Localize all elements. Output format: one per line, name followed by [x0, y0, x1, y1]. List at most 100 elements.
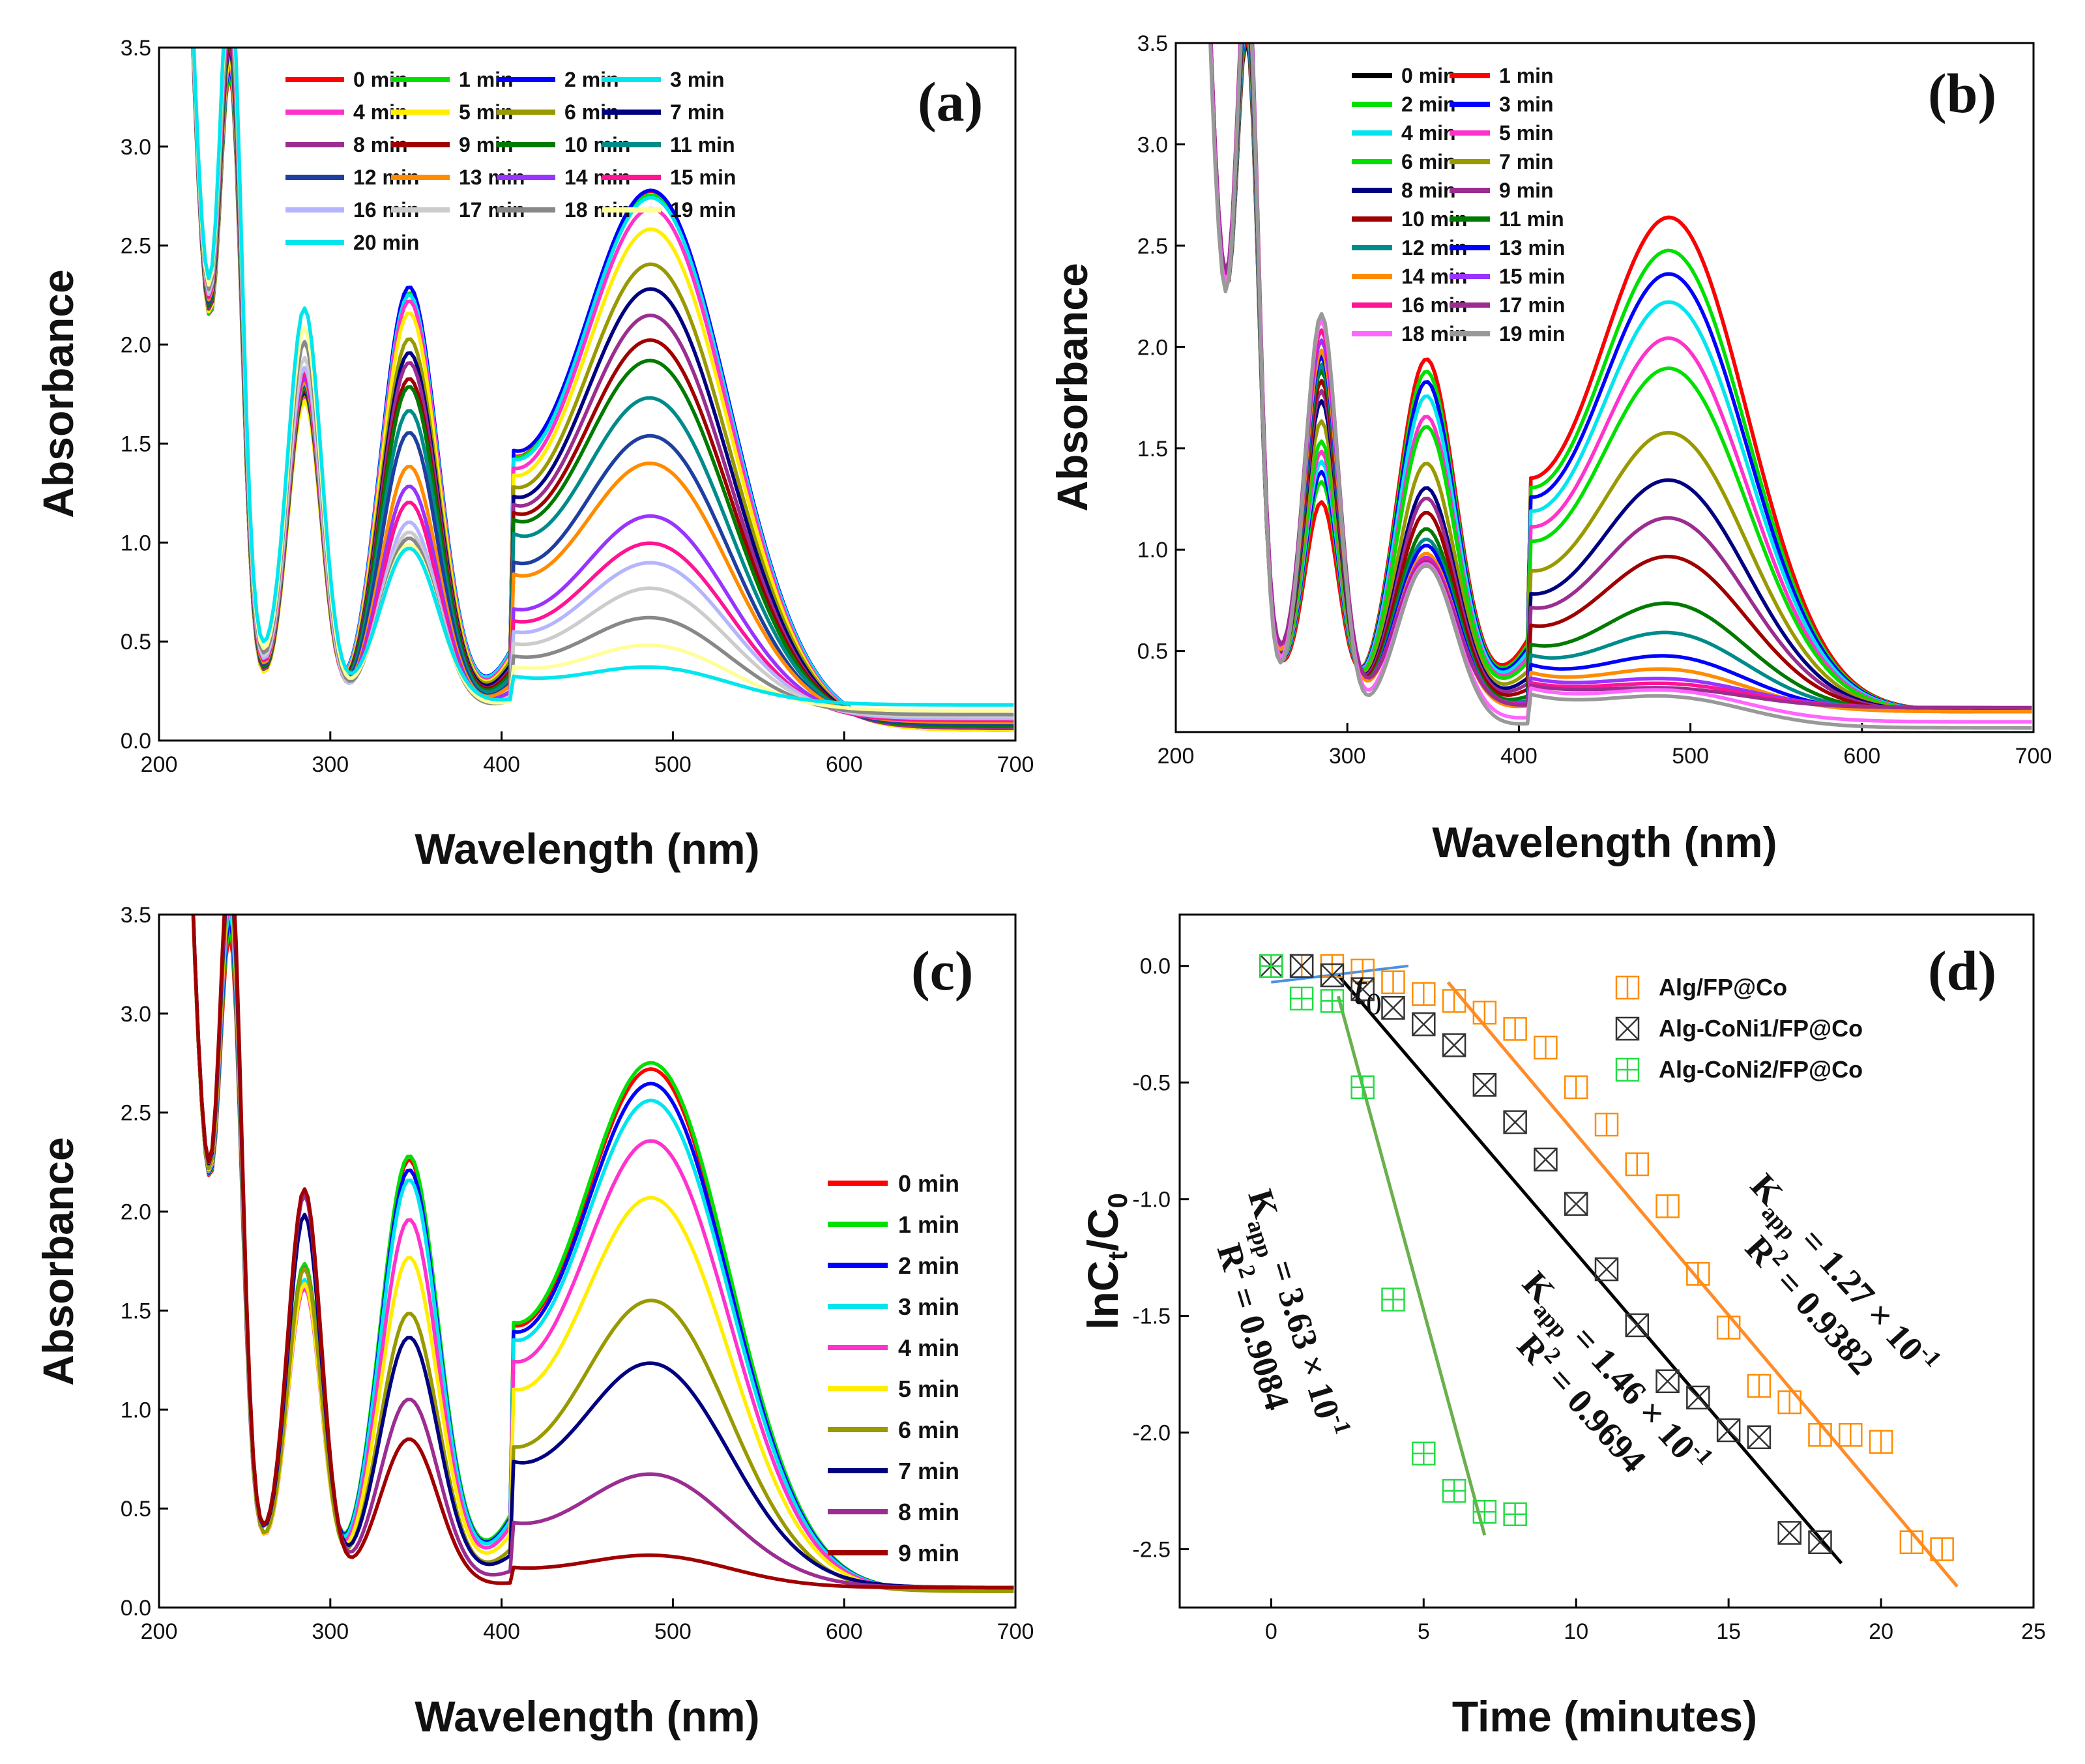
y-tick-label: -2.5	[1132, 1538, 1171, 1563]
data-point	[1289, 986, 1314, 1011]
data-point	[1594, 1112, 1619, 1137]
x-tick-label: 700	[997, 752, 1034, 777]
panel-c-legend: 0 min 1 min 2 min 3 min 4 min 5 min 6 min 7 min…	[828, 1170, 959, 1566]
legend-label: 5 min	[898, 1375, 959, 1402]
data-point	[1442, 1033, 1466, 1057]
x-tick-label: 20	[1869, 1619, 1893, 1644]
y-tick-label: 0.0	[121, 1596, 151, 1621]
legend-label: 3 min	[670, 68, 725, 91]
data-point	[1412, 1012, 1436, 1036]
panel-c-label: (c)	[911, 939, 973, 1002]
legend-label: 3 min	[898, 1293, 959, 1320]
data-point	[1747, 1425, 1772, 1449]
panel-a-curves	[191, 48, 1014, 732]
y-tick-label: 2.5	[121, 1101, 151, 1126]
y-tick-label: 2.0	[121, 333, 151, 358]
data-point	[1716, 1316, 1741, 1340]
panel-b-curves	[1208, 43, 2032, 730]
y-tick-label: 0.0	[121, 729, 151, 754]
data-point	[1503, 1502, 1527, 1527]
x-tick-label: 200	[141, 1619, 178, 1644]
panel-d-points	[1259, 954, 1954, 1561]
data-point	[1350, 1075, 1375, 1100]
legend-label: 4 min	[1401, 121, 1456, 145]
series-line-18-min	[192, 48, 1014, 717]
panel-a: 200 300 400 500 600 700 0.0 0.5 1.0 1.5 2.0 2.5 3.0 3…	[34, 36, 1034, 873]
data-point	[1289, 954, 1314, 978]
legend-label: 7 min	[898, 1458, 959, 1484]
y-tick-label: -0.5	[1132, 1071, 1171, 1096]
y-tick-label: -1.5	[1132, 1304, 1171, 1329]
panel-c: 200 300 400 500 600 700 0.0 0.5 1.0 1.5 2.0 2.5 3.0 3…	[34, 903, 1034, 1741]
kapp-annotation: Kapp = 1.46 × 10-1R2 = 0.9694	[1509, 1264, 1719, 1480]
y-tick-label: 2.5	[1137, 234, 1168, 259]
legend-label: 2 min	[898, 1252, 959, 1279]
t0-label: t0	[1353, 962, 1382, 1022]
y-tick-label: 3.5	[1137, 31, 1168, 56]
data-point	[1472, 1073, 1497, 1097]
series-line-7-min	[191, 915, 1014, 1590]
panel-c-curves	[191, 915, 1014, 1594]
x-tick-label: 600	[826, 752, 863, 777]
series-line-4-min	[191, 915, 1014, 1593]
series-line-1-min	[191, 915, 1014, 1593]
legend-label: 0 min	[1401, 64, 1456, 87]
data-point	[1320, 963, 1345, 988]
legend-label: 9 min	[898, 1540, 959, 1566]
data-point	[1503, 1017, 1527, 1041]
legend-label: 13 min	[1499, 236, 1565, 259]
data-point	[1625, 1313, 1650, 1338]
x-tick-label: 700	[2015, 744, 2052, 769]
panel-d-xlabel: Time (minutes)	[1452, 1692, 1757, 1741]
data-point	[1381, 970, 1405, 995]
data-point	[1716, 1418, 1741, 1443]
panel-b: 200 300 400 500 600 7000.51.01.52.02.53.03.5 …	[1048, 31, 2052, 866]
data-point	[1412, 1441, 1436, 1466]
y-tick-label: 3.0	[1137, 132, 1168, 157]
y-tick-label: 1.5	[1137, 437, 1168, 462]
x-tick-label: 500	[1672, 744, 1709, 769]
fit-line	[1337, 974, 1843, 1565]
x-tick-label: 200	[1158, 744, 1195, 769]
series-line-9-min	[191, 915, 1014, 1590]
panel-c-xlabel: Wavelength (nm)	[415, 1692, 759, 1741]
data-point	[1564, 1192, 1588, 1216]
panel-b-ylabel: Absorbance	[1048, 263, 1096, 511]
data-point	[1320, 989, 1345, 1013]
panel-b-label: (b)	[1928, 62, 1996, 125]
panel-b-legend: 0 min 1 min 2 min 3 min 4 min 5 min 6 min 7 min…	[1352, 64, 1565, 345]
fit-line	[1336, 995, 1487, 1536]
legend-label: 9 min	[1499, 179, 1554, 202]
legend-label: 11 min	[670, 133, 735, 156]
data-point	[1899, 1530, 1924, 1555]
data-point	[1808, 1422, 1832, 1447]
data-point	[1655, 1194, 1680, 1218]
y-tick-label: 3.5	[121, 36, 151, 61]
panel-a-frame	[158, 46, 1017, 742]
data-point	[1594, 1257, 1619, 1282]
kapp-annotation: Kapp = 1.27 × 10-1R2 = 0.9382	[1738, 1166, 1947, 1382]
y-tick-label: 2.0	[121, 1200, 151, 1225]
data-point	[1615, 975, 1640, 1000]
y-tick-label: 0.5	[121, 630, 151, 654]
t0-baseline	[1271, 964, 1409, 984]
x-tick-label: 5	[1418, 1619, 1430, 1644]
data-point	[1472, 1001, 1497, 1025]
legend-label: 8 min	[1401, 179, 1456, 202]
legend-label: 3 min	[1499, 93, 1554, 116]
data-point	[1930, 1537, 1954, 1561]
legend-label: 20 min	[353, 231, 419, 254]
legend-label: 6 min	[1401, 150, 1456, 173]
legend-label: Alg-CoNi1/FP@Co	[1659, 1015, 1863, 1042]
data-point	[1472, 1500, 1497, 1524]
legend-label: 1 min	[898, 1211, 959, 1238]
panel-a-ylabel: Absorbance	[34, 269, 82, 518]
panel-a-xlabel: Wavelength (nm)	[415, 825, 759, 873]
data-point	[1534, 1035, 1558, 1060]
data-point	[1686, 1385, 1710, 1410]
data-point	[1839, 1422, 1863, 1447]
y-tick-label: 0.5	[1137, 639, 1168, 664]
panel-d-legend: Alg/FP@Co Alg-CoNi1/FP@Co Alg-CoNi2/FP@Co	[1615, 974, 1863, 1083]
